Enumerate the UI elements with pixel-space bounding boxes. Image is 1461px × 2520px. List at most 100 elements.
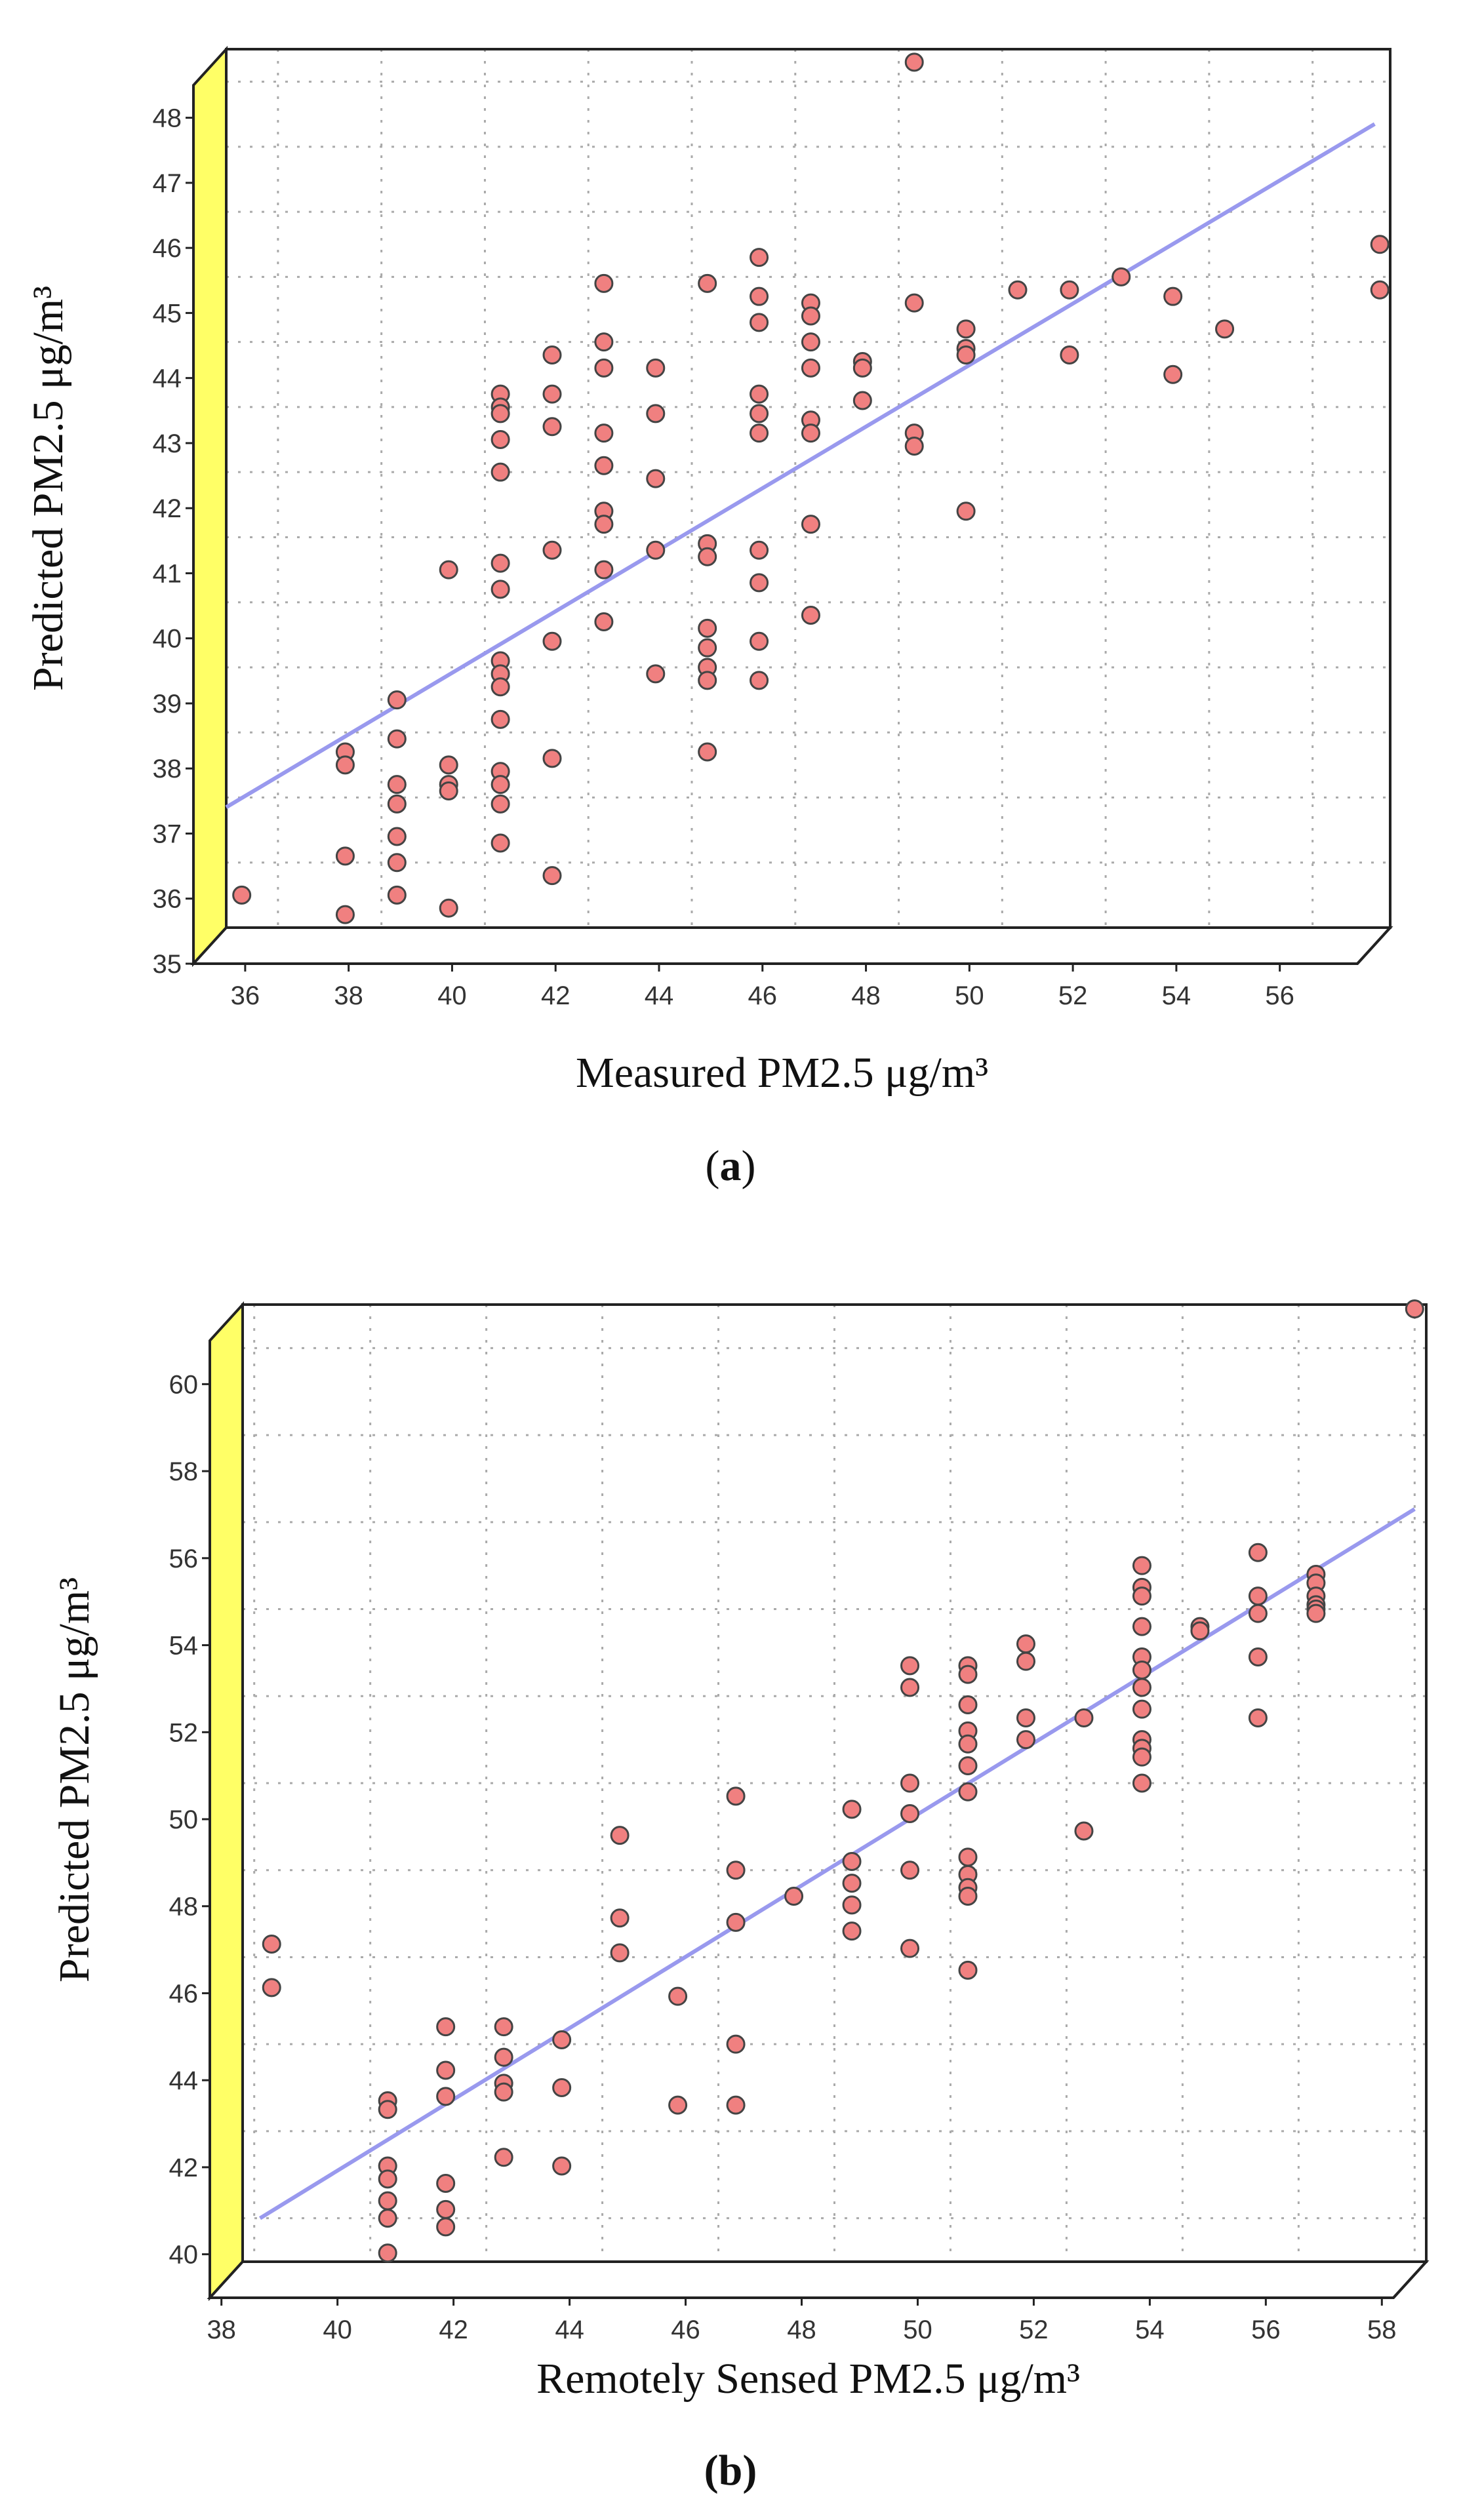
x-tick-label: 52 — [1019, 2315, 1049, 2344]
x-tick-label: 38 — [207, 2315, 236, 2344]
y-tick-label: 47 — [153, 169, 182, 198]
floor — [207, 2260, 1430, 2299]
data-point — [542, 631, 562, 651]
data-point — [646, 469, 666, 488]
data-point — [842, 1800, 862, 1819]
data-point — [852, 358, 872, 378]
y-tick-label: 60 — [169, 1370, 199, 1399]
data-point — [594, 515, 614, 534]
data-point — [542, 749, 562, 768]
chart-a: 35 36 37 38 39 40 41 42 43 44 45 46 47 48 36 38 40 42 44 46… — [24, 45, 1393, 1190]
data-point — [801, 358, 820, 378]
y-tick-label: 48 — [153, 104, 182, 133]
data-point — [1016, 1730, 1035, 1750]
x-tick-label: 56 — [1265, 981, 1294, 1010]
data-point — [262, 1978, 281, 1998]
data-point — [668, 1986, 688, 2006]
data-point — [494, 2047, 513, 2067]
data-point — [1248, 1604, 1268, 1623]
x-tick-label: 50 — [955, 981, 984, 1010]
data-point — [958, 1782, 978, 1801]
x-tick-label: 40 — [323, 2315, 352, 2344]
y-tick-label: 36 — [153, 885, 182, 914]
data-point — [1306, 1604, 1326, 1623]
data-point — [594, 332, 614, 352]
data-point — [1163, 286, 1183, 306]
y-tick-label: 45 — [153, 299, 182, 328]
x-tick-label: 42 — [541, 981, 570, 1010]
x-tick-label: 40 — [437, 981, 467, 1010]
data-point — [490, 553, 510, 573]
x-tick-label: 48 — [851, 981, 881, 1010]
x-tick-label: 50 — [903, 2315, 932, 2344]
y-tick-label: 46 — [169, 1979, 199, 2008]
data-point — [1190, 1621, 1210, 1641]
y-tick-label: 54 — [169, 1632, 199, 1661]
data-point — [1132, 1678, 1151, 1697]
data-point — [958, 1734, 978, 1754]
y-tick-label: 50 — [169, 1805, 199, 1834]
y-tick-label: 42 — [169, 2154, 199, 2182]
floor-edge — [1392, 2260, 1428, 2299]
chart-b: 40 42 44 46 48 50 52 54 56 58 60 38 40 42 44 46 48 50 52 54… — [50, 1299, 1430, 2494]
data-point — [900, 1678, 920, 1697]
data-point — [436, 2087, 456, 2106]
data-point — [956, 345, 976, 365]
data-point — [594, 358, 614, 378]
data-point — [784, 1887, 804, 1906]
data-point — [439, 755, 458, 775]
data-point — [842, 1921, 862, 1941]
y-tick-label: 40 — [153, 625, 182, 654]
fit-line — [258, 1507, 1416, 2220]
data-point — [1132, 1660, 1151, 1680]
data-point — [750, 671, 769, 690]
data-point — [904, 436, 924, 456]
data-point — [387, 775, 407, 795]
x-tick-label: 38 — [334, 981, 363, 1010]
data-point — [900, 1803, 920, 1823]
y-tick-label: 44 — [153, 364, 182, 393]
x-tick-label: 36 — [231, 981, 260, 1010]
fit-line — [225, 122, 1376, 809]
data-point — [1132, 1586, 1151, 1606]
data-point — [378, 2243, 397, 2263]
data-point — [750, 384, 769, 404]
y-tick-label: 38 — [153, 755, 182, 783]
x-tick-label: 44 — [555, 2315, 584, 2344]
data-point — [750, 404, 769, 423]
data-point — [335, 905, 355, 924]
data-point — [750, 286, 769, 306]
data-point — [698, 742, 717, 762]
y-tick-label: 42 — [153, 494, 182, 523]
y-tick-label: 40 — [169, 2241, 199, 2270]
data-point — [1132, 1699, 1151, 1719]
data-point — [842, 1895, 862, 1915]
data-point — [956, 319, 976, 339]
data-point — [698, 273, 717, 293]
data-point — [900, 1939, 920, 1958]
data-point — [958, 1960, 978, 1980]
data-point — [801, 515, 820, 534]
data-point — [958, 1695, 978, 1715]
data-point — [904, 293, 924, 313]
data-point — [668, 2095, 688, 2115]
data-point — [698, 618, 717, 638]
data-point — [436, 2199, 456, 2219]
data-point — [262, 1935, 281, 1954]
data-point — [542, 345, 562, 365]
data-point — [1370, 280, 1390, 300]
y-tick-label: 37 — [153, 819, 182, 848]
data-point — [542, 384, 562, 404]
data-point — [956, 502, 976, 521]
data-point — [594, 560, 614, 580]
data-point — [1370, 235, 1390, 254]
y-tick-label: 39 — [153, 690, 182, 719]
data-point — [1248, 1647, 1268, 1667]
data-point — [387, 794, 407, 814]
data-point — [494, 2017, 513, 2037]
x-tick-label: 48 — [787, 2315, 816, 2344]
data-point — [842, 1874, 862, 1893]
data-point — [490, 462, 510, 482]
data-point — [1132, 1617, 1151, 1636]
